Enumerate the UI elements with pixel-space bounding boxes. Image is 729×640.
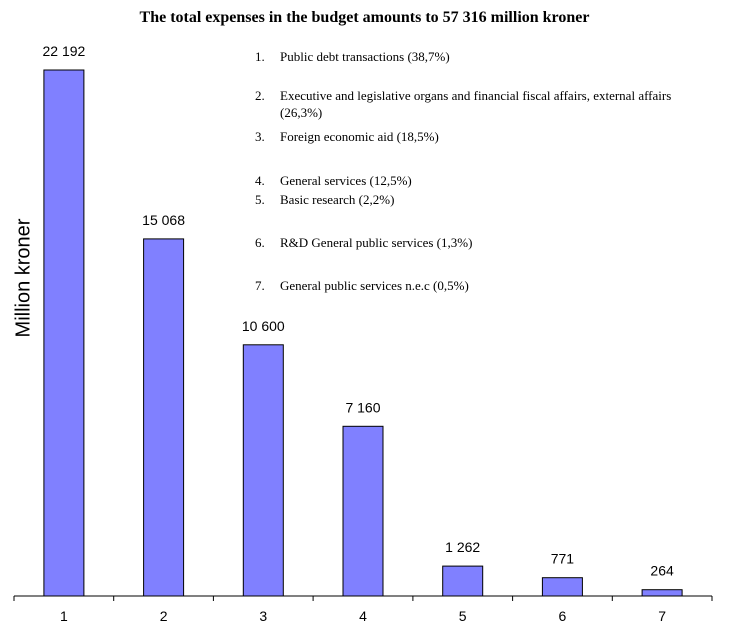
legend-item-number: 2. [255,88,265,103]
legend-item-1: 1. Public debt transactions (38,7%) [255,48,695,65]
data-label-6: 771 [551,551,575,567]
x-tick-label-3: 3 [259,608,267,624]
legend-item-4: 4. General services (12,5%) [255,172,695,189]
legend-item-text: General public services n.e.c (0,5%) [280,278,469,293]
data-label-3: 10 600 [242,318,285,334]
legend-item-6: 6. R&D General public services (1,3%) [255,234,695,251]
legend-item-text: Executive and legislative organs and fin… [280,88,672,120]
legend-item-text: Basic research (2,2%) [280,192,395,207]
data-label-7: 264 [650,563,674,579]
legend-item-number: 6. [255,235,265,250]
legend-item-number: 3. [255,129,265,144]
legend-item-7: 7. General public services n.e.c (0,5%) [255,277,695,294]
bar-2 [143,238,185,597]
data-label-4: 7 160 [345,399,380,415]
bar-1 [43,69,85,597]
data-label-1: 22 192 [42,43,85,59]
legend-item-number: 7. [255,278,265,293]
legend-item-text: General services (12,5%) [280,173,412,188]
data-label-2: 15 068 [142,212,185,228]
legend-item-number: 1. [255,49,265,64]
legend-item-text: Public debt transactions (38,7%) [280,49,450,64]
bar-5 [442,565,484,597]
bar-7 [641,589,683,597]
bar-4 [342,425,384,597]
legend-item-number: 5. [255,192,265,207]
legend-item-3: 3. Foreign economic aid (18,5%) [255,128,695,145]
chart-title: The total expenses in the budget amounts… [139,9,590,26]
bar-3 [242,344,284,597]
x-tick-label-4: 4 [359,608,367,624]
legend-item-5: 5. Basic research (2,2%) [255,191,695,208]
x-tick-label-6: 6 [559,608,567,624]
legend-item-text: R&D General public services (1,3%) [280,235,473,250]
x-tick-label-5: 5 [459,608,467,624]
x-tick-label-7: 7 [658,608,666,624]
legend-item-number: 4. [255,173,265,188]
x-tick-label-1: 1 [60,608,68,624]
legend-item-2: 2. Executive and legislative organs and f… [255,87,695,121]
data-label-5: 1 262 [445,539,480,555]
legend-item-text: Foreign economic aid (18,5%) [280,129,439,144]
x-tick-label-2: 2 [160,608,168,624]
bar-6 [541,577,583,597]
